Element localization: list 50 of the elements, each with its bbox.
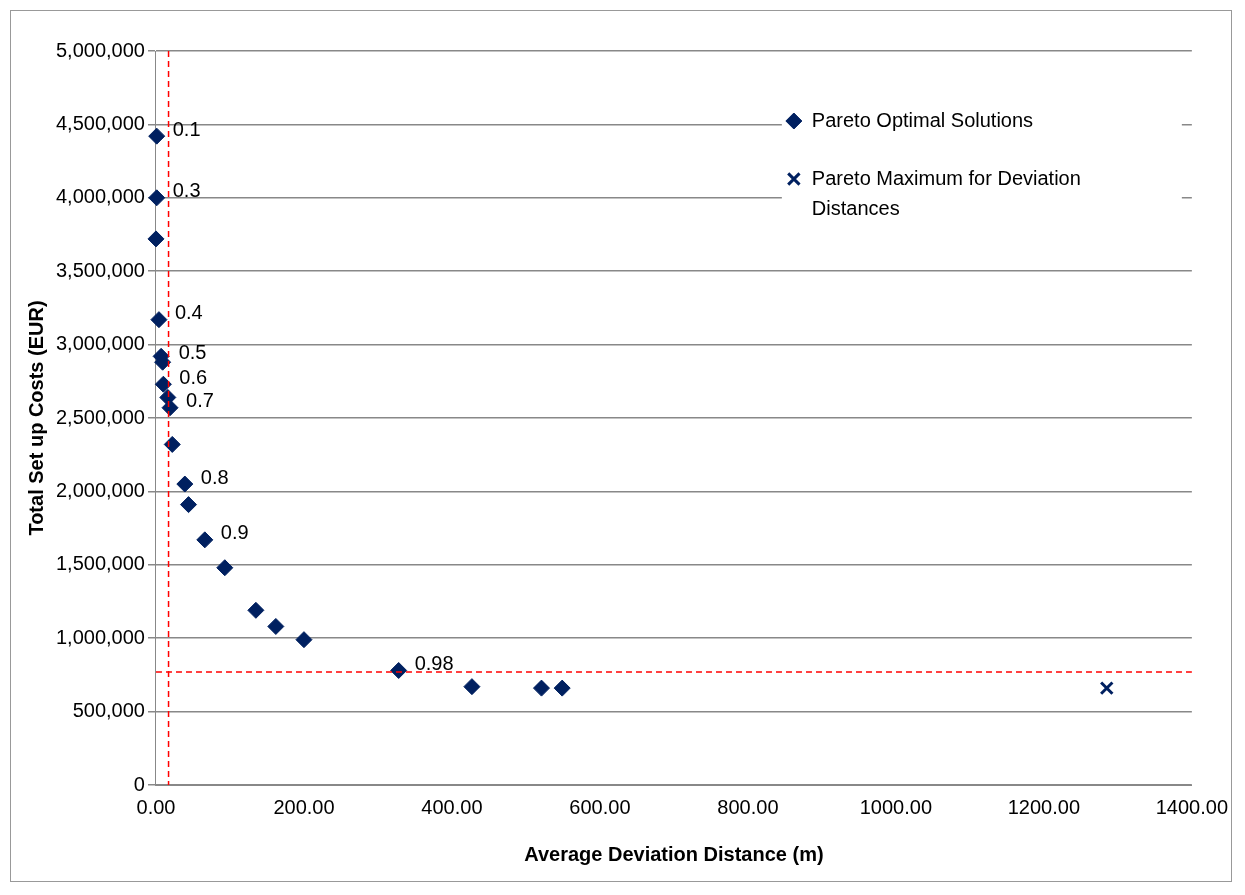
point xyxy=(295,631,313,649)
y-tick-label: 4,000,000 xyxy=(55,185,145,208)
x-tick-label: 400.00 xyxy=(421,795,483,818)
point xyxy=(247,601,265,619)
annotation: 0.4 xyxy=(174,301,203,324)
annotation: 0.6 xyxy=(179,365,208,388)
point xyxy=(553,679,571,697)
annotation: 0.1 xyxy=(172,117,201,140)
point xyxy=(150,311,168,329)
point xyxy=(180,496,198,514)
point xyxy=(148,189,166,207)
y-tick-label: 1,500,000 xyxy=(55,552,145,575)
y-tick-label: 3,000,000 xyxy=(55,332,145,355)
y-tick-label: 500,000 xyxy=(72,699,145,722)
x-tick-label: 200.00 xyxy=(273,795,335,818)
y-tick-label: 0 xyxy=(133,772,145,795)
point xyxy=(163,435,181,453)
point xyxy=(532,679,550,697)
annotation: 0.3 xyxy=(172,179,201,202)
point xyxy=(267,617,285,635)
annotation: 0.9 xyxy=(220,521,249,544)
point xyxy=(196,531,214,549)
point xyxy=(147,230,165,248)
point xyxy=(1099,680,1114,696)
y-tick-label: 1,000,000 xyxy=(55,625,145,648)
x-tick-label: 800.00 xyxy=(717,795,779,818)
y-axis-title: Total Set up Costs (EUR) xyxy=(24,300,47,536)
annotation: 0.7 xyxy=(186,389,214,412)
y-tick-label: 5,000,000 xyxy=(55,38,145,61)
y-tick-label: 2,500,000 xyxy=(55,405,145,428)
y-tick-label: 3,500,000 xyxy=(55,258,145,281)
x-tick-label: 1000.00 xyxy=(859,795,933,818)
point xyxy=(161,399,179,417)
point xyxy=(148,127,166,145)
x-tick-label: 600.00 xyxy=(569,795,631,818)
x-tick-label: 0.00 xyxy=(136,795,176,818)
legend-label: Pareto Optimal Solutions xyxy=(811,108,1034,131)
annotation: 0.8 xyxy=(200,465,229,488)
x-axis-title: Average Deviation Distance (m) xyxy=(524,842,824,865)
point xyxy=(463,678,481,696)
annotation: 0.5 xyxy=(178,340,207,363)
point xyxy=(176,475,194,493)
y-tick-label: 2,000,000 xyxy=(55,478,145,501)
point xyxy=(154,375,172,393)
legend-label: Pareto Maximum for Deviation Distances xyxy=(811,166,1081,219)
x-tick-label: 1400.00 xyxy=(1155,795,1228,818)
annotation: 0.98 xyxy=(414,652,454,675)
x-tick-label: 1200.00 xyxy=(1007,795,1081,818)
y-tick-label: 4,500,000 xyxy=(55,111,145,134)
point xyxy=(216,559,234,577)
